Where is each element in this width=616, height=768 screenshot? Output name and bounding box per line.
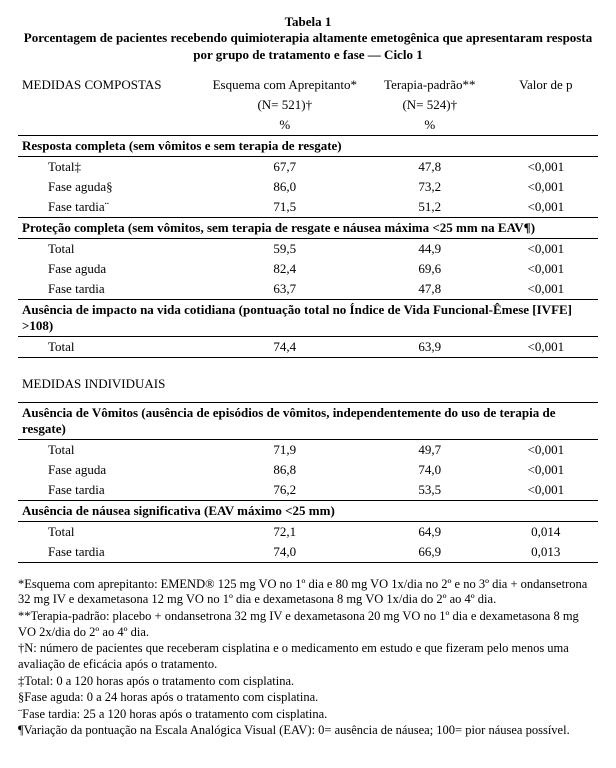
row-label: Fase tardia bbox=[18, 279, 204, 300]
title-line2: Porcentagem de pacientes recebendo quimi… bbox=[18, 30, 598, 63]
section-header: Proteção completa (sem vômitos, sem tera… bbox=[18, 217, 598, 238]
section-header: Ausência de Vômitos (ausência de episódi… bbox=[18, 402, 598, 439]
table-row: Total‡ 67,7 47,8 <0,001 bbox=[18, 156, 598, 177]
row-label: Total bbox=[18, 238, 204, 259]
table-row: Fase tardia¨ 71,5 51,2 <0,001 bbox=[18, 197, 598, 218]
row-label: Total bbox=[18, 439, 204, 460]
section-header: Ausência de náusea significativa (EAV má… bbox=[18, 500, 598, 521]
row-val-b: 47,8 bbox=[366, 279, 494, 300]
row-val-b: 63,9 bbox=[366, 336, 494, 357]
row-val-a: 59,5 bbox=[204, 238, 366, 259]
footnote: ‡Total: 0 a 120 horas após o tratamento … bbox=[18, 674, 598, 690]
row-val-a: 71,9 bbox=[204, 439, 366, 460]
row-val-b: 44,9 bbox=[366, 238, 494, 259]
col-header-arm-b-n: (N= 524)† bbox=[366, 95, 494, 115]
row-val-b: 49,7 bbox=[366, 439, 494, 460]
row-val-a: 82,4 bbox=[204, 259, 366, 279]
row-val-p: <0,001 bbox=[494, 156, 598, 177]
row-val-p: <0,001 bbox=[494, 197, 598, 218]
row-label: Fase tardia bbox=[18, 480, 204, 501]
col-header-arm-b: Terapia-padrão** bbox=[366, 77, 494, 95]
row-val-a: 72,1 bbox=[204, 521, 366, 542]
table-row: Fase tardia 74,0 66,9 0,013 bbox=[18, 542, 598, 563]
footnotes: *Esquema com aprepitanto: EMEND® 125 mg … bbox=[18, 577, 598, 739]
section-header: Resposta completa (sem vômitos e sem ter… bbox=[18, 135, 598, 156]
footnote: **Terapia-padrão: placebo + ondansetrona… bbox=[18, 609, 598, 640]
col-header-measures: MEDIDAS COMPOSTAS bbox=[18, 77, 204, 95]
table-row: Total 74,4 63,9 <0,001 bbox=[18, 336, 598, 357]
footnote: §Fase aguda: 0 a 24 horas após o tratame… bbox=[18, 690, 598, 706]
row-label: Fase aguda§ bbox=[18, 177, 204, 197]
row-val-b: 47,8 bbox=[366, 156, 494, 177]
row-val-b: 64,9 bbox=[366, 521, 494, 542]
row-val-b: 53,5 bbox=[366, 480, 494, 501]
col-header-arm-a: Esquema com Aprepitanto* bbox=[204, 77, 366, 95]
row-val-p: <0,001 bbox=[494, 177, 598, 197]
row-val-p: <0,001 bbox=[494, 460, 598, 480]
col-header-arm-a-n: (N= 521)† bbox=[204, 95, 366, 115]
row-label: Fase tardia bbox=[18, 542, 204, 563]
col-header-pct-a: % bbox=[204, 115, 366, 136]
table-row: Fase tardia 76,2 53,5 <0,001 bbox=[18, 480, 598, 501]
row-val-b: 73,2 bbox=[366, 177, 494, 197]
row-val-b: 69,6 bbox=[366, 259, 494, 279]
table-row: Fase aguda 86,8 74,0 <0,001 bbox=[18, 460, 598, 480]
footnote: *Esquema com aprepitanto: EMEND® 125 mg … bbox=[18, 577, 598, 608]
table-row: Total 72,1 64,9 0,014 bbox=[18, 521, 598, 542]
col-header-measures-individual: MEDIDAS INDIVIDUAIS bbox=[18, 370, 598, 403]
title-line1: Tabela 1 bbox=[18, 14, 598, 30]
row-val-a: 71,5 bbox=[204, 197, 366, 218]
table-title: Tabela 1 Porcentagem de pacientes recebe… bbox=[18, 14, 598, 63]
row-val-b: 74,0 bbox=[366, 460, 494, 480]
row-label: Total bbox=[18, 521, 204, 542]
row-label: Total‡ bbox=[18, 156, 204, 177]
row-val-p: <0,001 bbox=[494, 480, 598, 501]
row-val-p: <0,001 bbox=[494, 259, 598, 279]
col-header-pvalue: Valor de p bbox=[494, 77, 598, 95]
footnote: ¶Variação da pontuação na Escala Analógi… bbox=[18, 723, 598, 739]
row-val-b: 66,9 bbox=[366, 542, 494, 563]
row-label: Fase aguda bbox=[18, 259, 204, 279]
row-val-p: 0,014 bbox=[494, 521, 598, 542]
row-val-p: <0,001 bbox=[494, 279, 598, 300]
table-row: Fase aguda 82,4 69,6 <0,001 bbox=[18, 259, 598, 279]
row-val-p: 0,013 bbox=[494, 542, 598, 563]
table-row: Total 71,9 49,7 <0,001 bbox=[18, 439, 598, 460]
row-val-a: 74,4 bbox=[204, 336, 366, 357]
row-val-a: 86,8 bbox=[204, 460, 366, 480]
row-val-a: 63,7 bbox=[204, 279, 366, 300]
row-label: Total bbox=[18, 336, 204, 357]
row-val-p: <0,001 bbox=[494, 439, 598, 460]
table-row: Fase aguda§ 86,0 73,2 <0,001 bbox=[18, 177, 598, 197]
row-label: Fase aguda bbox=[18, 460, 204, 480]
section-header: Ausência de impacto na vida cotidiana (p… bbox=[18, 299, 598, 336]
row-val-a: 67,7 bbox=[204, 156, 366, 177]
row-val-a: 74,0 bbox=[204, 542, 366, 563]
results-table: MEDIDAS COMPOSTAS Esquema com Aprepitant… bbox=[18, 77, 598, 563]
row-val-a: 86,0 bbox=[204, 177, 366, 197]
row-val-b: 51,2 bbox=[366, 197, 494, 218]
footnote: ¨Fase tardia: 25 a 120 horas após o trat… bbox=[18, 707, 598, 723]
table-row: Fase tardia 63,7 47,8 <0,001 bbox=[18, 279, 598, 300]
table-row: Total 59,5 44,9 <0,001 bbox=[18, 238, 598, 259]
row-val-a: 76,2 bbox=[204, 480, 366, 501]
col-header-pct-b: % bbox=[366, 115, 494, 136]
row-label: Fase tardia¨ bbox=[18, 197, 204, 218]
row-val-p: <0,001 bbox=[494, 336, 598, 357]
footnote: †N: número de pacientes que receberam ci… bbox=[18, 641, 598, 672]
row-val-p: <0,001 bbox=[494, 238, 598, 259]
